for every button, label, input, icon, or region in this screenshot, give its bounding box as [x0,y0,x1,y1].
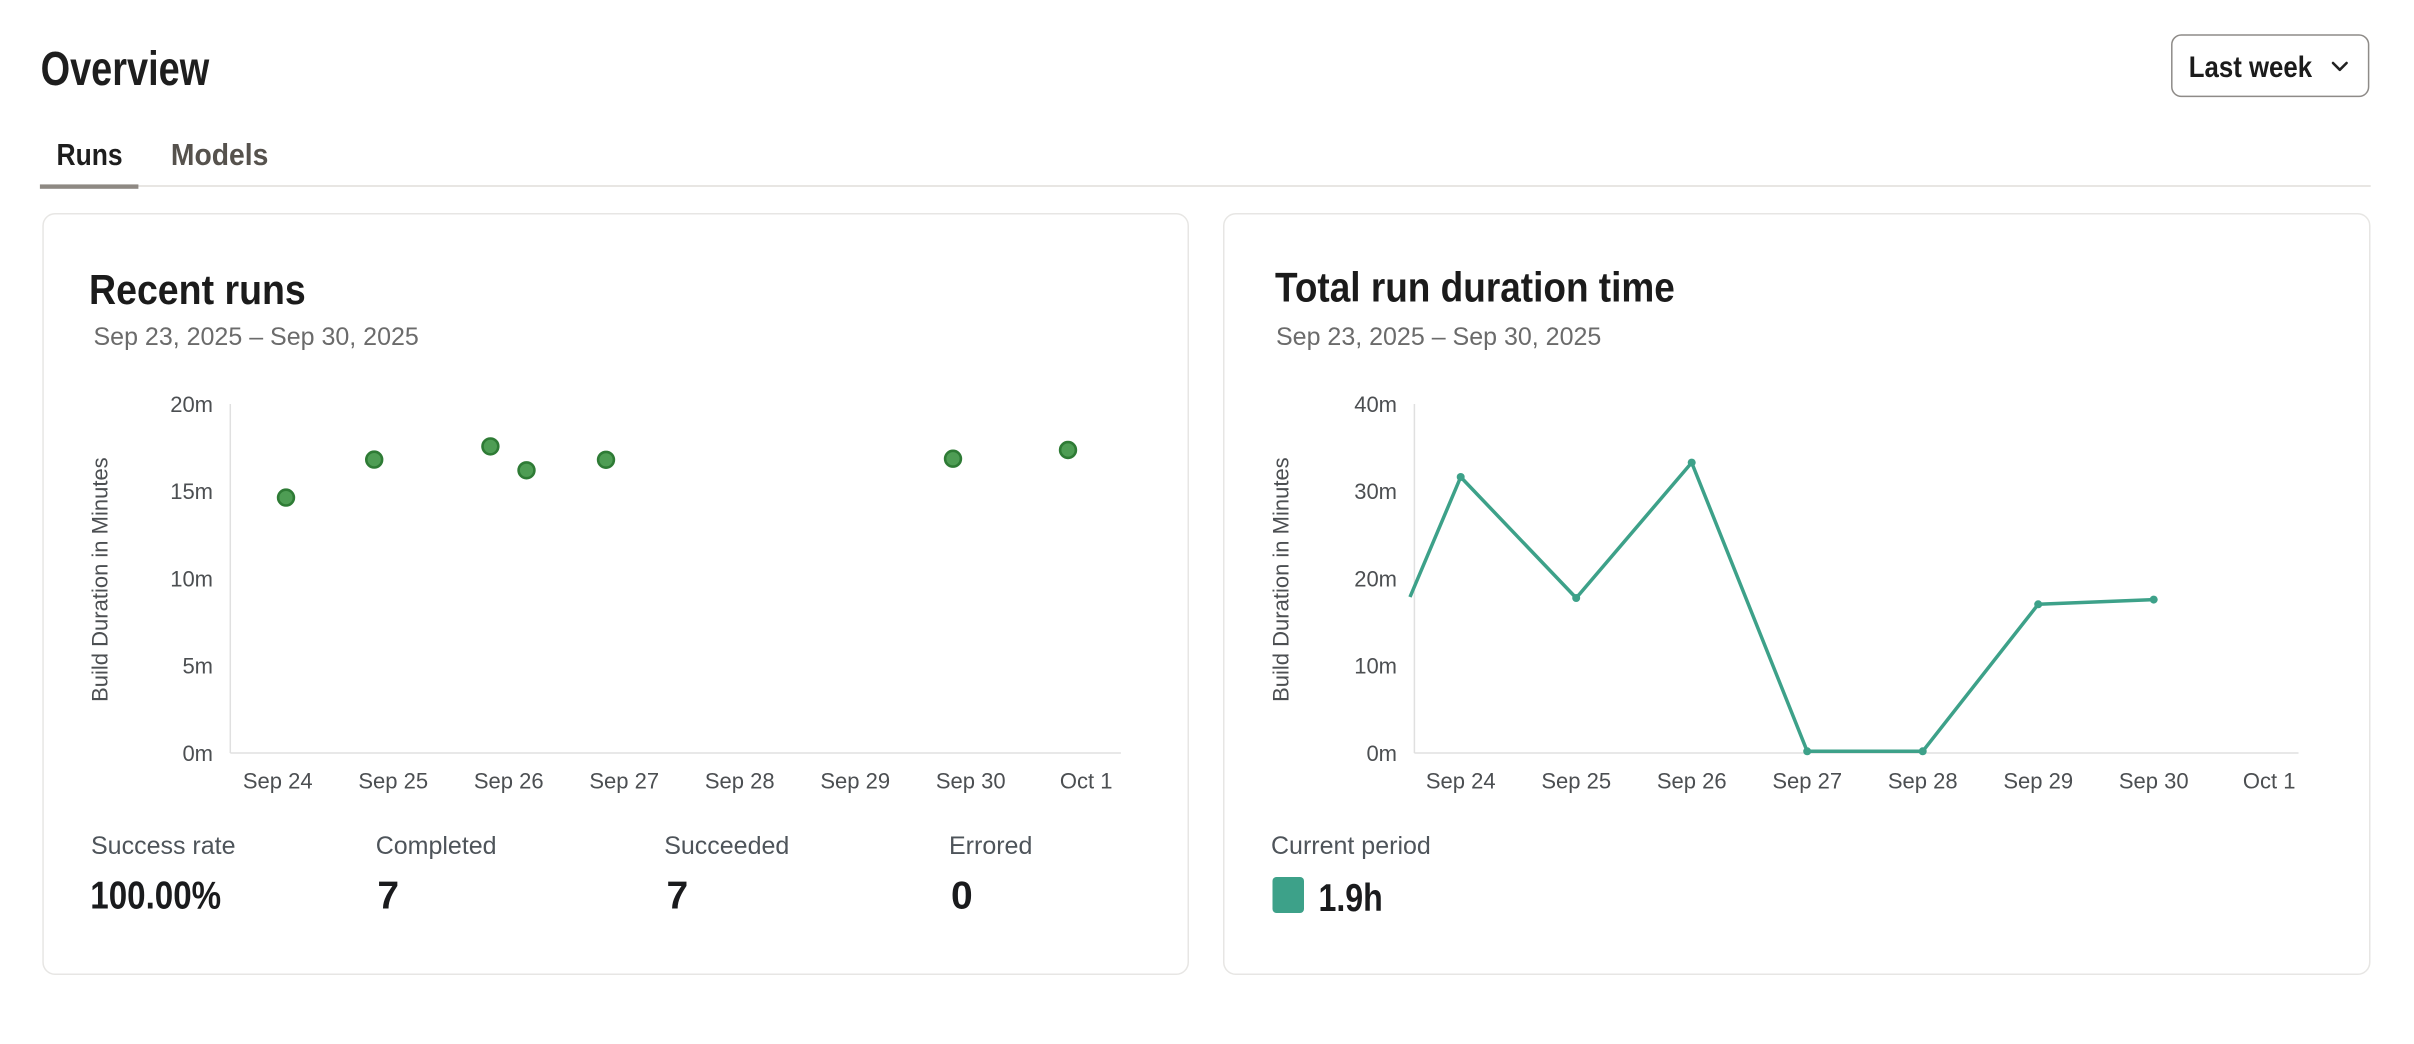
svg-text:Sep 25: Sep 25 [358,769,428,794]
svg-text:Sep 29: Sep 29 [2003,769,2073,794]
svg-text:40m: 40m [1354,392,1397,417]
svg-text:Errored: Errored [949,832,1032,860]
svg-text:Current period: Current period [1271,832,1431,860]
svg-text:Sep 24: Sep 24 [1426,769,1496,794]
svg-text:15m: 15m [170,479,213,504]
svg-text:5m: 5m [182,654,213,679]
svg-text:Completed: Completed [376,832,497,860]
svg-text:20m: 20m [1354,566,1397,591]
svg-text:0m: 0m [1366,741,1397,766]
svg-text:10m: 10m [1354,654,1397,679]
svg-text:Sep 23, 2025 – Sep 30, 2025: Sep 23, 2025 – Sep 30, 2025 [1276,323,1601,351]
svg-text:1.9h: 1.9h [1319,876,1383,920]
svg-text:100.00%: 100.00% [90,873,221,917]
svg-text:Sep 28: Sep 28 [705,769,775,794]
svg-text:Total run duration time: Total run duration time [1275,265,1675,311]
svg-text:0m: 0m [182,741,213,766]
svg-text:Oct 1: Oct 1 [1060,769,1113,794]
svg-text:Build Duration in Minutes: Build Duration in Minutes [87,457,112,702]
svg-text:Oct 1: Oct 1 [2243,769,2296,794]
svg-text:Sep 27: Sep 27 [589,769,659,794]
svg-text:20m: 20m [170,392,213,417]
svg-text:Recent runs: Recent runs [89,267,306,313]
svg-text:Sep 24: Sep 24 [243,769,313,794]
svg-text:Sep 30: Sep 30 [936,769,1006,794]
svg-text:7: 7 [667,875,689,918]
svg-text:Sep 26: Sep 26 [1657,769,1727,794]
svg-text:Success rate: Success rate [91,832,236,860]
svg-text:Runs: Runs [57,138,123,172]
svg-text:7: 7 [377,875,399,918]
svg-text:Last week: Last week [2189,50,2313,83]
svg-text:Succeeded: Succeeded [664,832,789,860]
svg-text:0: 0 [951,875,973,918]
svg-text:Models: Models [171,138,268,172]
svg-text:Build Duration in Minutes: Build Duration in Minutes [1268,457,1293,702]
svg-text:Sep 25: Sep 25 [1541,769,1611,794]
svg-text:10m: 10m [170,566,213,591]
svg-text:Sep 23, 2025 – Sep 30, 2025: Sep 23, 2025 – Sep 30, 2025 [94,323,419,351]
svg-text:Sep 26: Sep 26 [474,769,544,794]
svg-text:Sep 27: Sep 27 [1772,769,1842,794]
svg-text:Overview: Overview [41,43,210,96]
svg-text:Sep 30: Sep 30 [2119,769,2189,794]
svg-text:Sep 29: Sep 29 [820,769,890,794]
svg-text:Sep 28: Sep 28 [1888,769,1958,794]
svg-text:30m: 30m [1354,479,1397,504]
